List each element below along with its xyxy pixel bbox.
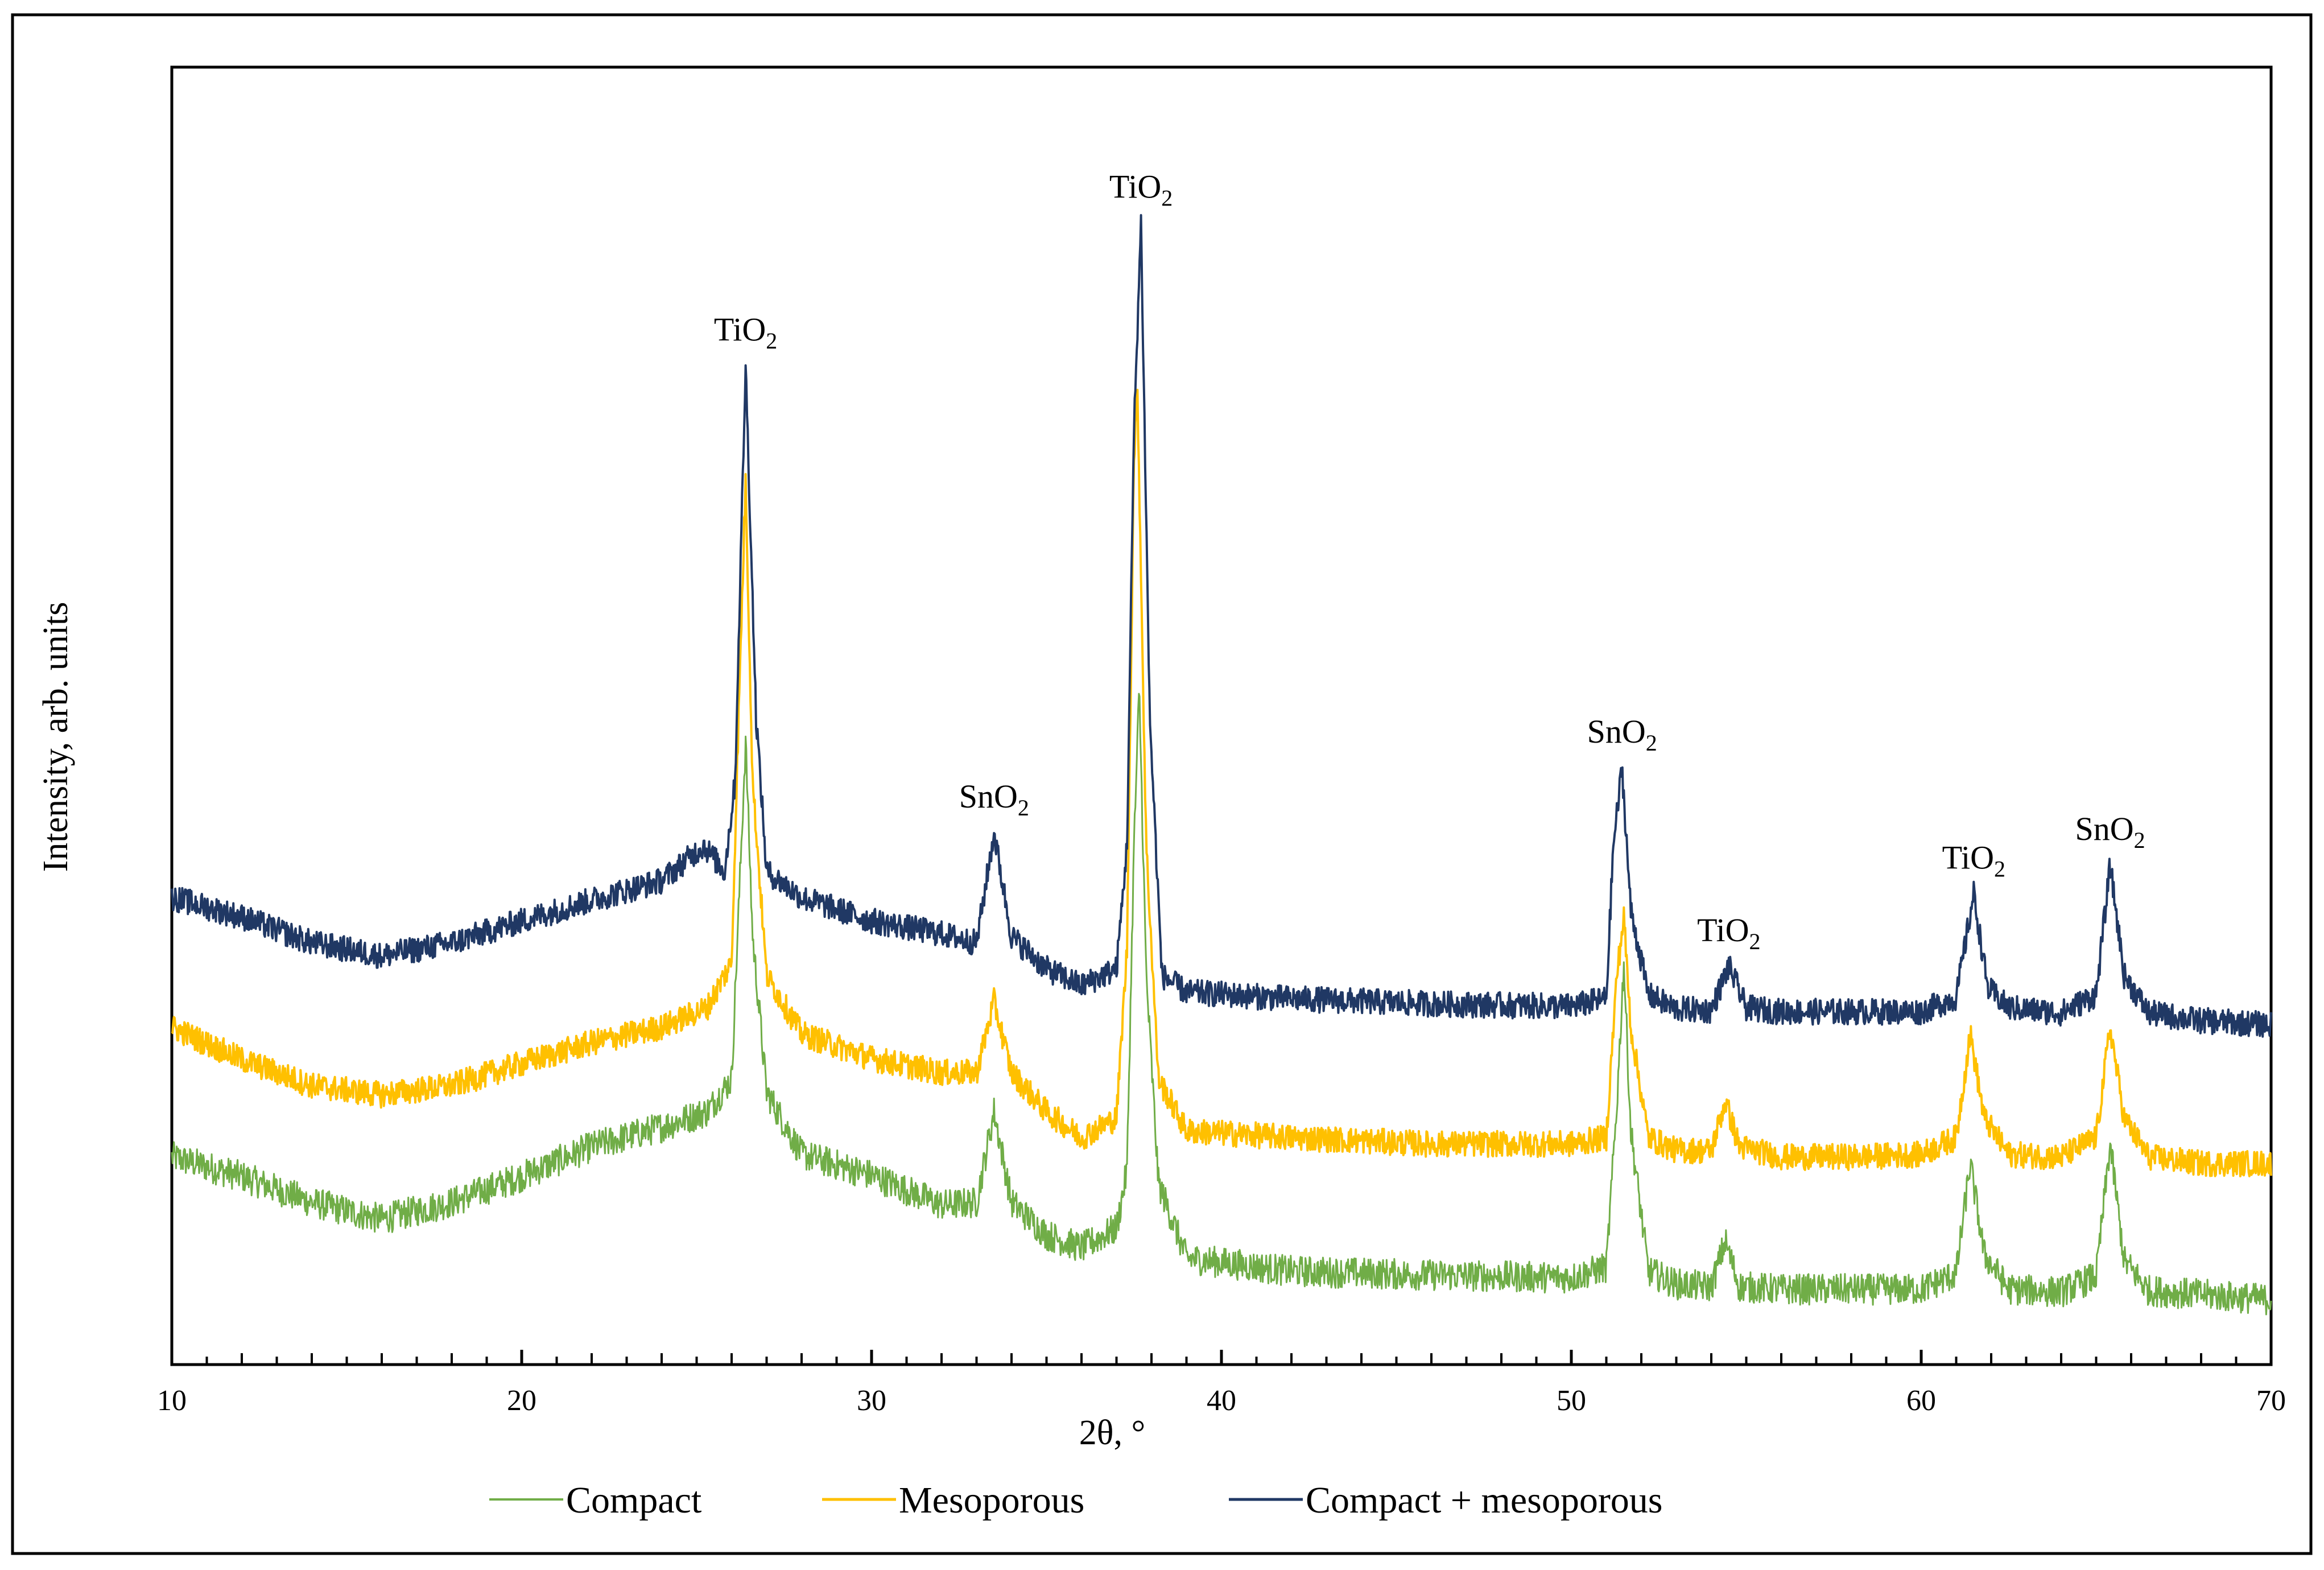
peak-marker xyxy=(744,481,748,484)
peak-label-base: TiO xyxy=(1697,912,1749,949)
peak-label-base: SnO xyxy=(1587,713,1646,750)
peak-marker xyxy=(1724,1239,1727,1243)
peak-label: SnO2 xyxy=(1587,713,1657,756)
peak-label-base: TiO xyxy=(1109,168,1161,205)
x-tick-label: 50 xyxy=(1557,1384,1586,1417)
series-line xyxy=(171,693,2272,1316)
legend-item: Mesoporous xyxy=(822,1480,1084,1521)
legend-item: Compact + mesoporous xyxy=(1229,1480,1662,1521)
peak-marker xyxy=(744,364,748,367)
peak-label-base: SnO xyxy=(2075,810,2134,847)
peak-marker xyxy=(992,831,996,834)
peak-marker xyxy=(1622,915,1625,918)
x-tick-label: 10 xyxy=(157,1384,187,1417)
series-compact-mesoporous xyxy=(171,214,2272,1038)
peak-label-subscript: 2 xyxy=(2134,827,2145,853)
series-compact xyxy=(171,688,2272,1316)
x-axis: 10 20 30 40 50 60 70 xyxy=(157,1350,2286,1417)
peak-marker xyxy=(1724,1099,1727,1103)
peak-marker xyxy=(1968,1162,1972,1165)
x-tick-label: 70 xyxy=(2256,1384,2286,1417)
peak-label-subscript: 2 xyxy=(1018,795,1029,821)
peak-marker xyxy=(2108,1142,2112,1145)
x-tick-label: 60 xyxy=(1906,1384,1936,1417)
peak-marker xyxy=(1620,766,1624,769)
legend-label: Compact xyxy=(566,1480,701,1521)
legend-label: Compact + mesoporous xyxy=(1306,1480,1662,1521)
peak-marker xyxy=(992,1110,996,1113)
series-line xyxy=(171,214,2272,1038)
peak-label-subscript: 2 xyxy=(1749,929,1760,954)
peak-label: TiO2 xyxy=(714,311,777,353)
peak-label: TiO2 xyxy=(1942,839,2005,881)
peak-marker xyxy=(1972,892,1975,895)
peak-marker xyxy=(1968,1032,1972,1036)
plot-area xyxy=(170,65,2273,1366)
series-mesoporous xyxy=(171,389,2272,1177)
peak-label-subscript: 2 xyxy=(1994,856,2005,881)
peak-marker xyxy=(1622,961,1625,964)
series-line xyxy=(171,389,2272,1177)
peak-marker xyxy=(744,740,748,744)
peak-label-subscript: 2 xyxy=(1646,730,1657,756)
legend-label: Mesoporous xyxy=(899,1480,1084,1521)
peak-label: TiO2 xyxy=(1109,168,1173,211)
legend-item: Compact xyxy=(489,1480,701,1521)
peak-label: SnO2 xyxy=(959,778,1029,821)
outer-frame xyxy=(11,13,2313,1555)
series-layer xyxy=(171,214,2272,1316)
peak-marker xyxy=(992,1000,996,1003)
peak-label-subscript: 2 xyxy=(766,328,777,353)
peak-label-base: TiO xyxy=(714,311,766,348)
x-tick-label: 40 xyxy=(1207,1384,1236,1417)
peak-marker xyxy=(2108,863,2112,867)
peak-label-base: SnO xyxy=(959,778,1018,815)
peak-label: TiO2 xyxy=(1697,912,1760,954)
peak-label: SnO2 xyxy=(2075,810,2145,853)
peak-label-subscript: 2 xyxy=(1161,186,1173,211)
peak-marker xyxy=(1138,688,1141,691)
legend: Compact Mesoporous Compact + mesoporous xyxy=(489,1480,1662,1521)
x-tick-label: 20 xyxy=(507,1384,536,1417)
y-axis-title: Intensity, arb. units xyxy=(36,602,75,872)
peak-marker xyxy=(2108,1025,2112,1029)
plot-frame xyxy=(170,65,2273,1366)
peak-label-base: TiO xyxy=(1942,839,1994,876)
peak-marker xyxy=(1140,221,1143,225)
peak-marker xyxy=(1727,965,1731,968)
x-tick-label: 30 xyxy=(857,1384,886,1417)
x-axis-title: 2θ, ° xyxy=(1079,1414,1146,1452)
